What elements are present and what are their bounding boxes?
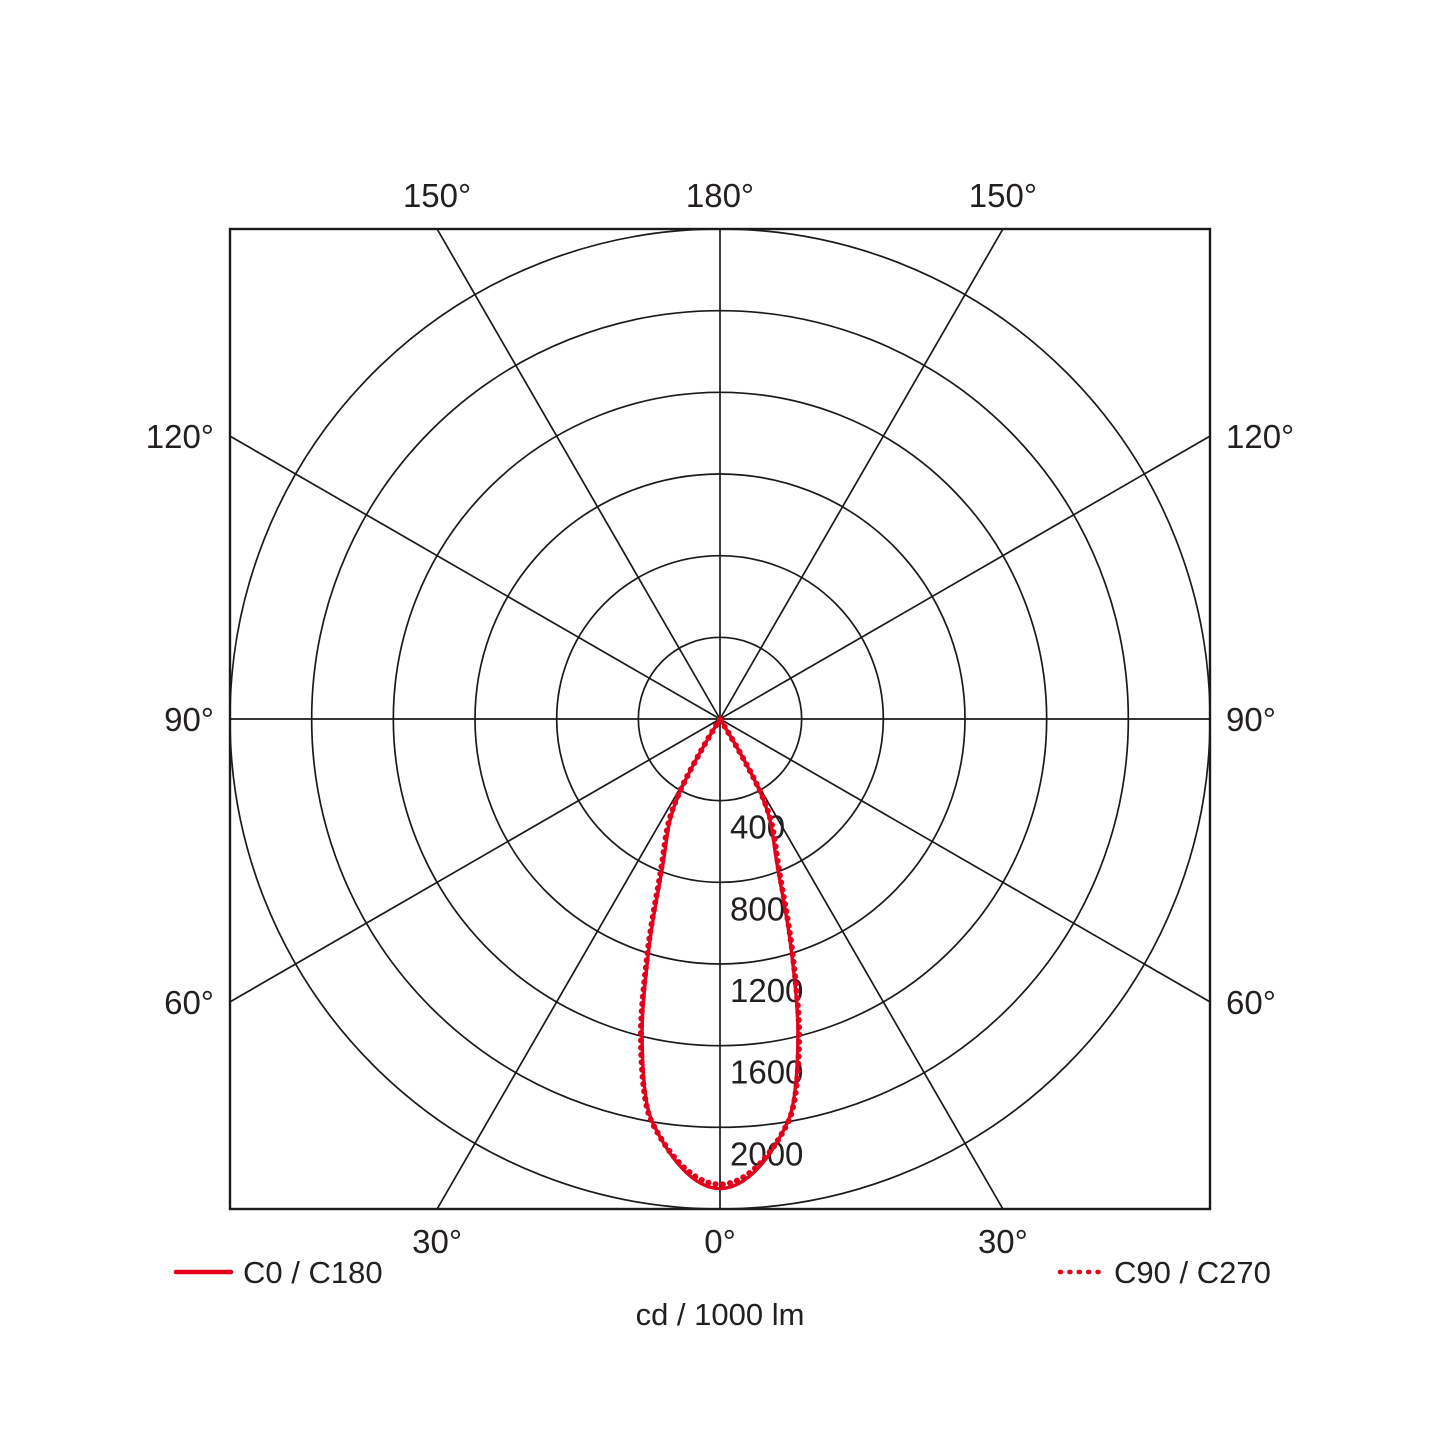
svg-text:C90 / C270: C90 / C270	[1114, 1255, 1271, 1290]
svg-text:cd / 1000 lm: cd / 1000 lm	[636, 1297, 805, 1332]
svg-text:C0 / C180: C0 / C180	[243, 1255, 383, 1290]
